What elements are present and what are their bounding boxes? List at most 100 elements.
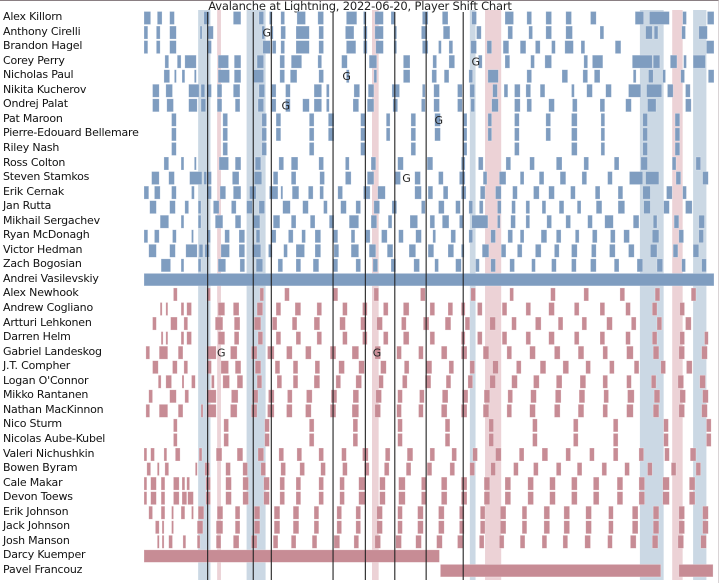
shift-bar: [238, 229, 245, 244]
shift-bar: [323, 200, 328, 214]
shift-bar: [424, 374, 432, 389]
shift-bar: [254, 360, 262, 375]
shift-bar: [231, 389, 239, 404]
shift-bar: [268, 244, 273, 258]
shift-bar: [234, 98, 241, 113]
shift-bar: [242, 462, 248, 476]
shift-bar: [519, 40, 527, 54]
shift-bar: [346, 69, 350, 83]
shift-bar: [702, 171, 709, 185]
shift-bar: [341, 447, 347, 462]
shift-bar: [642, 113, 648, 127]
shift-bar: [517, 244, 523, 258]
shift-bar: [460, 491, 468, 505]
shift-bar: [353, 83, 360, 98]
shift-bar: [302, 98, 310, 113]
player-name: Cale Makar: [3, 475, 63, 489]
shift-bar: [217, 302, 226, 316]
shift-bar: [642, 185, 651, 200]
player-name: Jack Johnson: [3, 519, 70, 533]
shift-bar: [233, 11, 242, 25]
shift-bar: [328, 214, 335, 229]
shift-bar: [345, 171, 352, 185]
shift-bar: [355, 200, 361, 214]
shift-bar: [216, 98, 223, 113]
shift-bar: [252, 69, 264, 83]
player-name: Nicholas Paul: [3, 68, 74, 82]
shift-bar: [504, 11, 514, 25]
shift-bar: [652, 345, 660, 360]
shift-bar: [549, 476, 556, 491]
shift-bar: [590, 11, 597, 25]
shift-bar: [165, 374, 172, 389]
shift-bar: [316, 302, 322, 316]
shift-bar: [143, 185, 150, 200]
shift-bar: [355, 520, 361, 535]
player-name: Pat Maroon: [3, 111, 63, 125]
shift-bar: [397, 433, 403, 447]
shift-bar: [313, 98, 322, 113]
shift-bar: [253, 171, 263, 185]
shift-bar: [707, 69, 715, 83]
shift-bar: [285, 98, 291, 113]
shift-bar: [511, 374, 518, 389]
shift-bar: [574, 302, 580, 316]
shift-bar: [455, 258, 462, 273]
shift-bar: [218, 156, 229, 171]
shift-bar: [636, 258, 644, 273]
shift-bar: [422, 83, 426, 98]
shift-bar: [678, 345, 685, 360]
goal-marker: G: [373, 347, 382, 360]
shift-bar: [417, 520, 424, 535]
shift-bar: [271, 40, 277, 54]
shift-bar: [448, 40, 454, 54]
shift-bar: [302, 200, 309, 214]
shift-bar: [669, 54, 678, 69]
shift-bar: [521, 520, 528, 535]
shift-bar: [613, 258, 620, 273]
shift-bar: [230, 404, 238, 418]
shift-bar: [488, 433, 494, 447]
shift-bar: [143, 447, 148, 462]
shift-bar: [490, 229, 496, 244]
shift-bar: [285, 83, 291, 98]
shift-bar: [663, 200, 670, 214]
shift-bar: [174, 69, 177, 83]
shift-bar: [256, 302, 264, 316]
shift-bar: [608, 520, 614, 535]
shift-bar: [436, 534, 443, 549]
shift-bar: [220, 244, 230, 258]
shift-bar: [589, 447, 595, 462]
shift-bar: [702, 520, 709, 535]
shift-bar: [154, 229, 160, 244]
shift-bar: [438, 200, 445, 214]
shift-bar: [698, 25, 708, 40]
shift-bar: [336, 520, 342, 535]
shift-bar: [600, 127, 606, 142]
shift-bar: [159, 302, 163, 316]
shift-bar: [443, 69, 450, 83]
shift-bar: [278, 156, 284, 171]
shift-bar: [377, 185, 386, 200]
shift-bar: [352, 98, 359, 113]
shift-bar: [444, 433, 451, 447]
shift-bar: [252, 244, 262, 258]
shift-bar: [559, 171, 567, 185]
shift-bar: [263, 476, 270, 491]
shift-bar: [242, 491, 249, 505]
shift-bar: [503, 83, 509, 98]
shift-bar: [576, 200, 582, 214]
shift-bar: [459, 520, 465, 535]
shift-bar: [342, 302, 348, 316]
shift-bar: [191, 505, 194, 520]
shift-bar: [667, 83, 674, 98]
shift-bar: [257, 331, 264, 345]
shift-bar: [690, 287, 697, 302]
shift-bar: [479, 505, 486, 520]
shift-bar: [422, 40, 429, 54]
shift-bar: [533, 462, 539, 476]
shift-bar: [490, 258, 496, 273]
shift-bar: [197, 200, 202, 214]
shift-bar: [253, 520, 261, 535]
shift-bar: [143, 11, 151, 25]
